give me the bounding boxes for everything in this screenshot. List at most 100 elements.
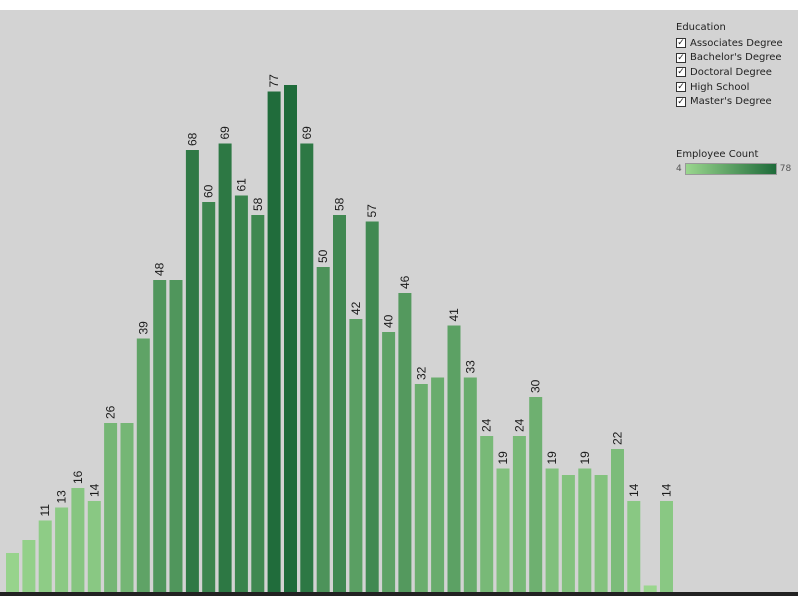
checkbox-icon[interactable]: ✓	[676, 52, 686, 63]
bar-3[interactable]	[55, 507, 69, 593]
checkbox-icon[interactable]: ✓	[676, 82, 686, 93]
bar-label-38: 14	[627, 483, 641, 497]
legend-items: ✓ Associates Degree ✓ Bachelor's Degree …	[676, 36, 796, 109]
bar-20[interactable]	[333, 215, 346, 592]
bar-23[interactable]	[382, 332, 396, 592]
bar-36[interactable]	[594, 475, 608, 592]
bar-14[interactable]	[234, 195, 248, 593]
bar-label-9: 48	[153, 262, 167, 276]
bar-4[interactable]	[71, 488, 85, 592]
bar-30[interactable]	[496, 468, 510, 593]
bar-10[interactable]	[169, 280, 183, 592]
legend-item-label: Associates Degree	[690, 37, 783, 49]
bar-19[interactable]	[316, 267, 330, 592]
bar-38[interactable]	[627, 501, 641, 592]
bar-1[interactable]	[22, 540, 36, 592]
bar-16[interactable]	[267, 91, 281, 593]
checkbox-icon[interactable]: ✓	[676, 67, 686, 78]
bar-label-30: 19	[496, 451, 510, 465]
color-legend-title: Employee Count	[676, 149, 759, 160]
bar-label-32: 30	[529, 379, 543, 393]
bar-label-2: 11	[38, 504, 52, 517]
bar-27[interactable]	[447, 325, 461, 593]
bar-label-24: 46	[398, 275, 412, 289]
legend-item-doctoral[interactable]: ✓ Doctoral Degree	[676, 65, 796, 80]
bar-8[interactable]	[136, 338, 150, 593]
bar-labels: 1113161426394868606961587769505842574046…	[38, 74, 673, 517]
bar-18[interactable]	[300, 143, 314, 593]
bar-label-16: 77	[267, 74, 281, 88]
color-ramp	[684, 163, 777, 175]
bar-7[interactable]	[120, 423, 134, 592]
bar-label-6: 26	[104, 405, 118, 419]
bar-17[interactable]	[284, 85, 297, 592]
legend-item-high-school[interactable]: ✓ High School	[676, 80, 796, 95]
bar-25[interactable]	[414, 384, 428, 592]
bar-series	[6, 85, 673, 592]
bar-15[interactable]	[251, 215, 265, 592]
bar-label-14: 61	[234, 178, 248, 192]
bar-label-22: 57	[365, 204, 379, 218]
bar-9[interactable]	[153, 280, 167, 592]
bar-label-33: 19	[545, 451, 559, 465]
bar-label-18: 69	[300, 126, 314, 140]
bar-32[interactable]	[529, 397, 543, 592]
bar-6[interactable]	[104, 423, 118, 592]
bar-label-29: 24	[480, 418, 494, 432]
bar-label-28: 33	[463, 360, 477, 374]
bar-40[interactable]	[660, 501, 673, 592]
bar-29[interactable]	[480, 436, 494, 592]
color-ramp-row: 4 78	[676, 163, 798, 175]
bar-label-21: 42	[349, 301, 363, 315]
bar-label-12: 60	[202, 184, 216, 198]
bar-label-27: 41	[447, 308, 461, 322]
bar-11[interactable]	[185, 150, 199, 592]
bar-35[interactable]	[578, 468, 592, 593]
bar-label-40: 14	[660, 483, 674, 497]
bar-label-13: 69	[218, 126, 232, 140]
color-ramp-max: 78	[779, 164, 792, 174]
bar-label-35: 19	[578, 451, 592, 465]
checkbox-icon[interactable]: ✓	[676, 96, 686, 107]
bar-34[interactable]	[561, 475, 575, 592]
bar-2[interactable]	[38, 520, 52, 593]
bar-31[interactable]	[512, 436, 526, 592]
legend-title: Education	[676, 22, 726, 33]
bar-label-5: 14	[87, 483, 101, 497]
bar-label-25: 32	[414, 366, 428, 380]
bar-label-20: 58	[333, 197, 347, 211]
bar-39[interactable]	[643, 585, 657, 593]
bar-37[interactable]	[611, 449, 624, 592]
color-ramp-min: 4	[676, 164, 682, 174]
bar-label-4: 16	[71, 470, 85, 484]
legend-item-bachelors[interactable]: ✓ Bachelor's Degree	[676, 51, 796, 66]
employee-count-legend: Employee Count 4 78	[676, 149, 798, 175]
bar-22[interactable]	[365, 221, 379, 593]
bar-label-23: 40	[382, 314, 396, 328]
bar-12[interactable]	[202, 202, 216, 592]
bar-33[interactable]	[545, 468, 559, 593]
legend-item-associates[interactable]: ✓ Associates Degree	[676, 36, 796, 51]
bar-24[interactable]	[398, 293, 412, 592]
legend-item-label: High School	[690, 81, 750, 93]
bar-28[interactable]	[463, 377, 477, 593]
scrollbar-track[interactable]	[0, 592, 798, 596]
checkbox-icon[interactable]: ✓	[676, 38, 686, 49]
legend-item-label: Bachelor's Degree	[690, 52, 782, 64]
bar-26[interactable]	[431, 377, 445, 593]
bar-21[interactable]	[349, 319, 363, 592]
legend-item-label: Master's Degree	[690, 96, 772, 108]
bar-label-37: 22	[611, 431, 625, 445]
bar-label-15: 58	[251, 197, 265, 211]
legend-item-masters[interactable]: ✓ Master's Degree	[676, 94, 796, 109]
bar-label-8: 39	[136, 321, 150, 335]
bar-5[interactable]	[87, 501, 101, 592]
bar-label-3: 13	[55, 490, 69, 504]
bar-label-11: 68	[185, 132, 199, 146]
bar-label-19: 50	[316, 249, 330, 263]
bar-0[interactable]	[6, 553, 19, 592]
bar-13[interactable]	[218, 143, 232, 593]
education-legend: Education ✓ Associates Degree ✓ Bachelor…	[676, 22, 796, 109]
bar-label-31: 24	[512, 418, 526, 432]
